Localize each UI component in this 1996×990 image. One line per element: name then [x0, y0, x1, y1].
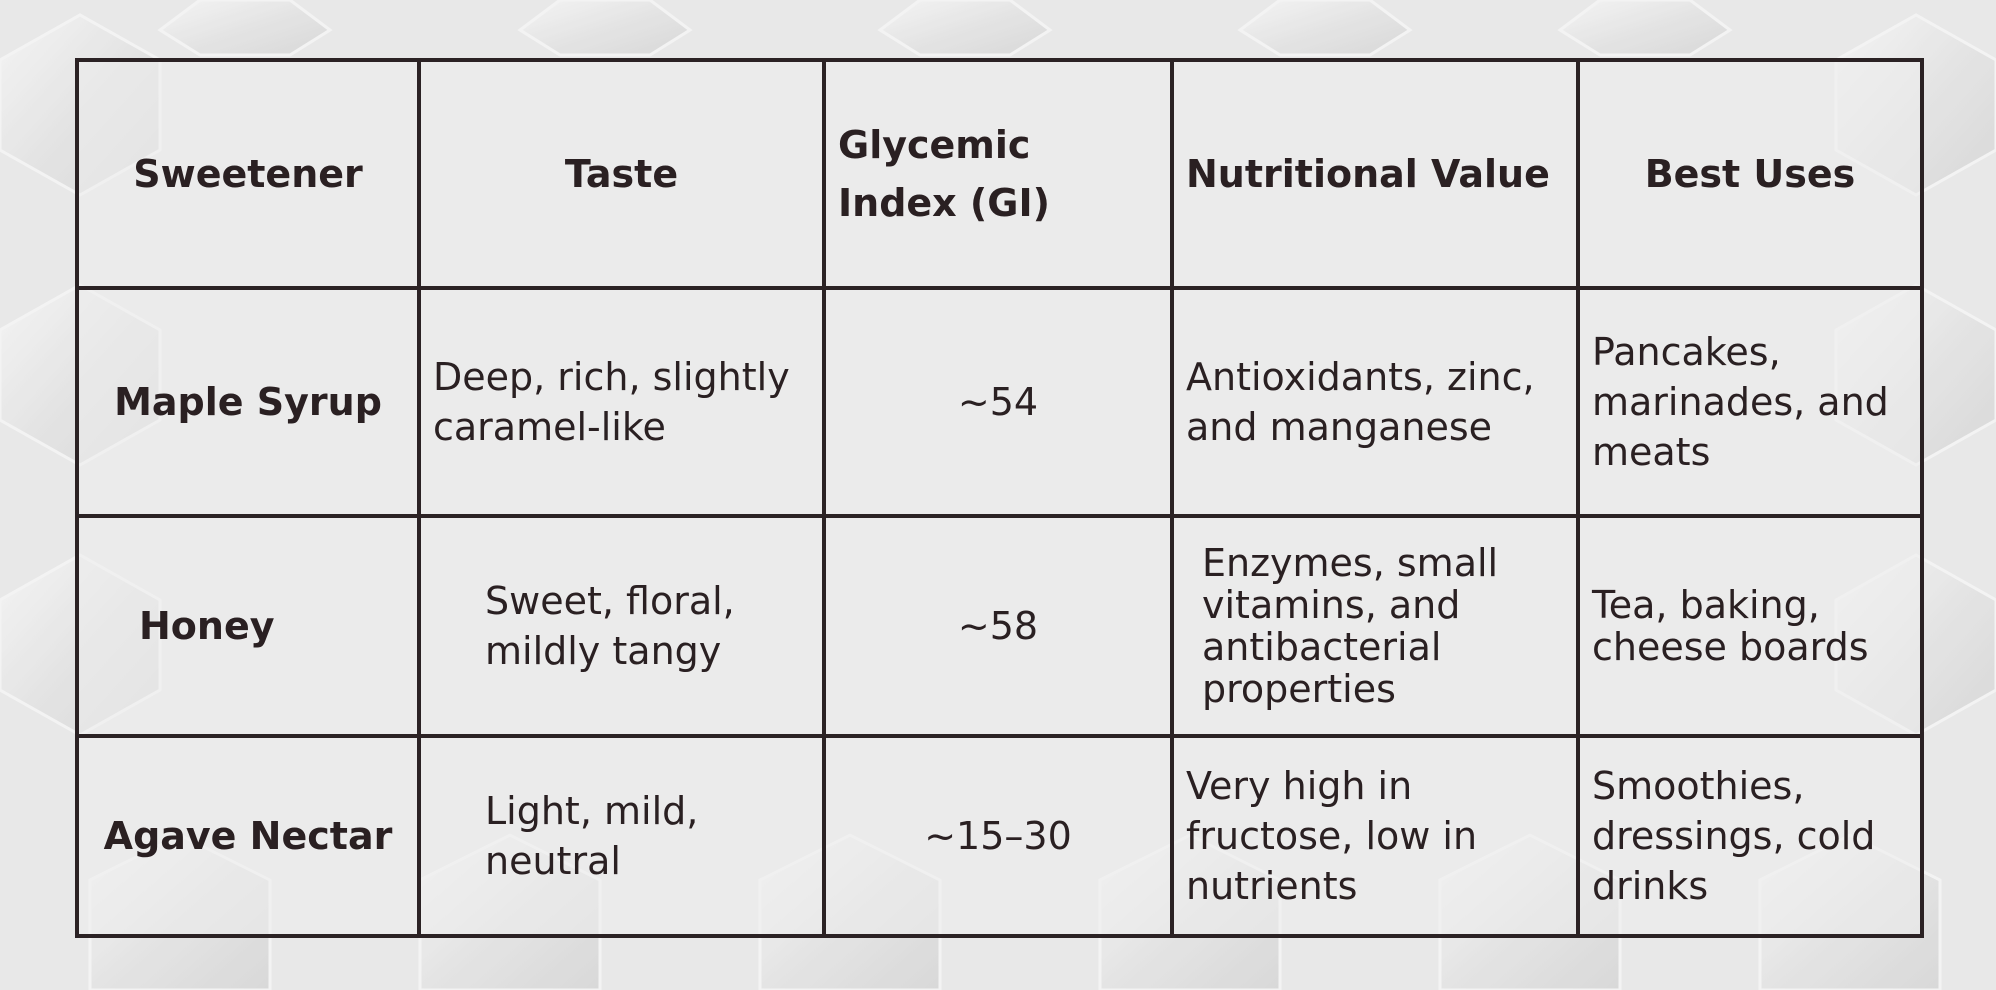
table-header-row: Sweetener Taste Glycemic Index (GI) Nutr… [75, 58, 1924, 290]
table-row: Maple Syrup Deep, rich, slightly caramel… [75, 286, 1924, 518]
header-taste: Taste [417, 58, 826, 290]
table-row: Agave Nectar Light, mild, neutral ~15–30… [75, 734, 1924, 938]
cell-nutritional-value: Very high in fructose, low in nutrients [1170, 734, 1580, 938]
cell-best-uses: Tea, baking, cheese boards [1576, 514, 1924, 738]
header-nutritional-value: Nutritional Value [1170, 58, 1580, 290]
cell-best-uses: Smoothies, dressings, cold drinks [1576, 734, 1924, 938]
sweetener-comparison-table-wrapper: Sweetener Taste Glycemic Index (GI) Nutr… [75, 58, 1924, 938]
cell-taste: Deep, rich, slightly caramel-like [417, 286, 826, 518]
cell-taste: Sweet, floral, mildly tangy [417, 514, 826, 738]
cell-taste: Light, mild, neutral [417, 734, 826, 938]
cell-glycemic-index: ~54 [822, 286, 1174, 518]
sweetener-comparison-table: Sweetener Taste Glycemic Index (GI) Nutr… [75, 58, 1924, 938]
cell-nutritional-value: Antioxidants, zinc, and manganese [1170, 286, 1580, 518]
header-sweetener: Sweetener [75, 58, 421, 290]
table-row: Honey Sweet, floral, mildly tangy ~58 En… [75, 514, 1924, 738]
cell-glycemic-index: ~58 [822, 514, 1174, 738]
cell-nutritional-value: Enzymes, small vitamins, and antibacteri… [1170, 514, 1580, 738]
header-glycemic-index: Glycemic Index (GI) [822, 58, 1174, 290]
cell-best-uses: Pancakes, marinades, and meats [1576, 286, 1924, 518]
header-best-uses: Best Uses [1576, 58, 1924, 290]
cell-glycemic-index: ~15–30 [822, 734, 1174, 938]
cell-sweetener: Maple Syrup [75, 286, 421, 518]
cell-sweetener: Honey [75, 514, 421, 738]
cell-sweetener: Agave Nectar [75, 734, 421, 938]
